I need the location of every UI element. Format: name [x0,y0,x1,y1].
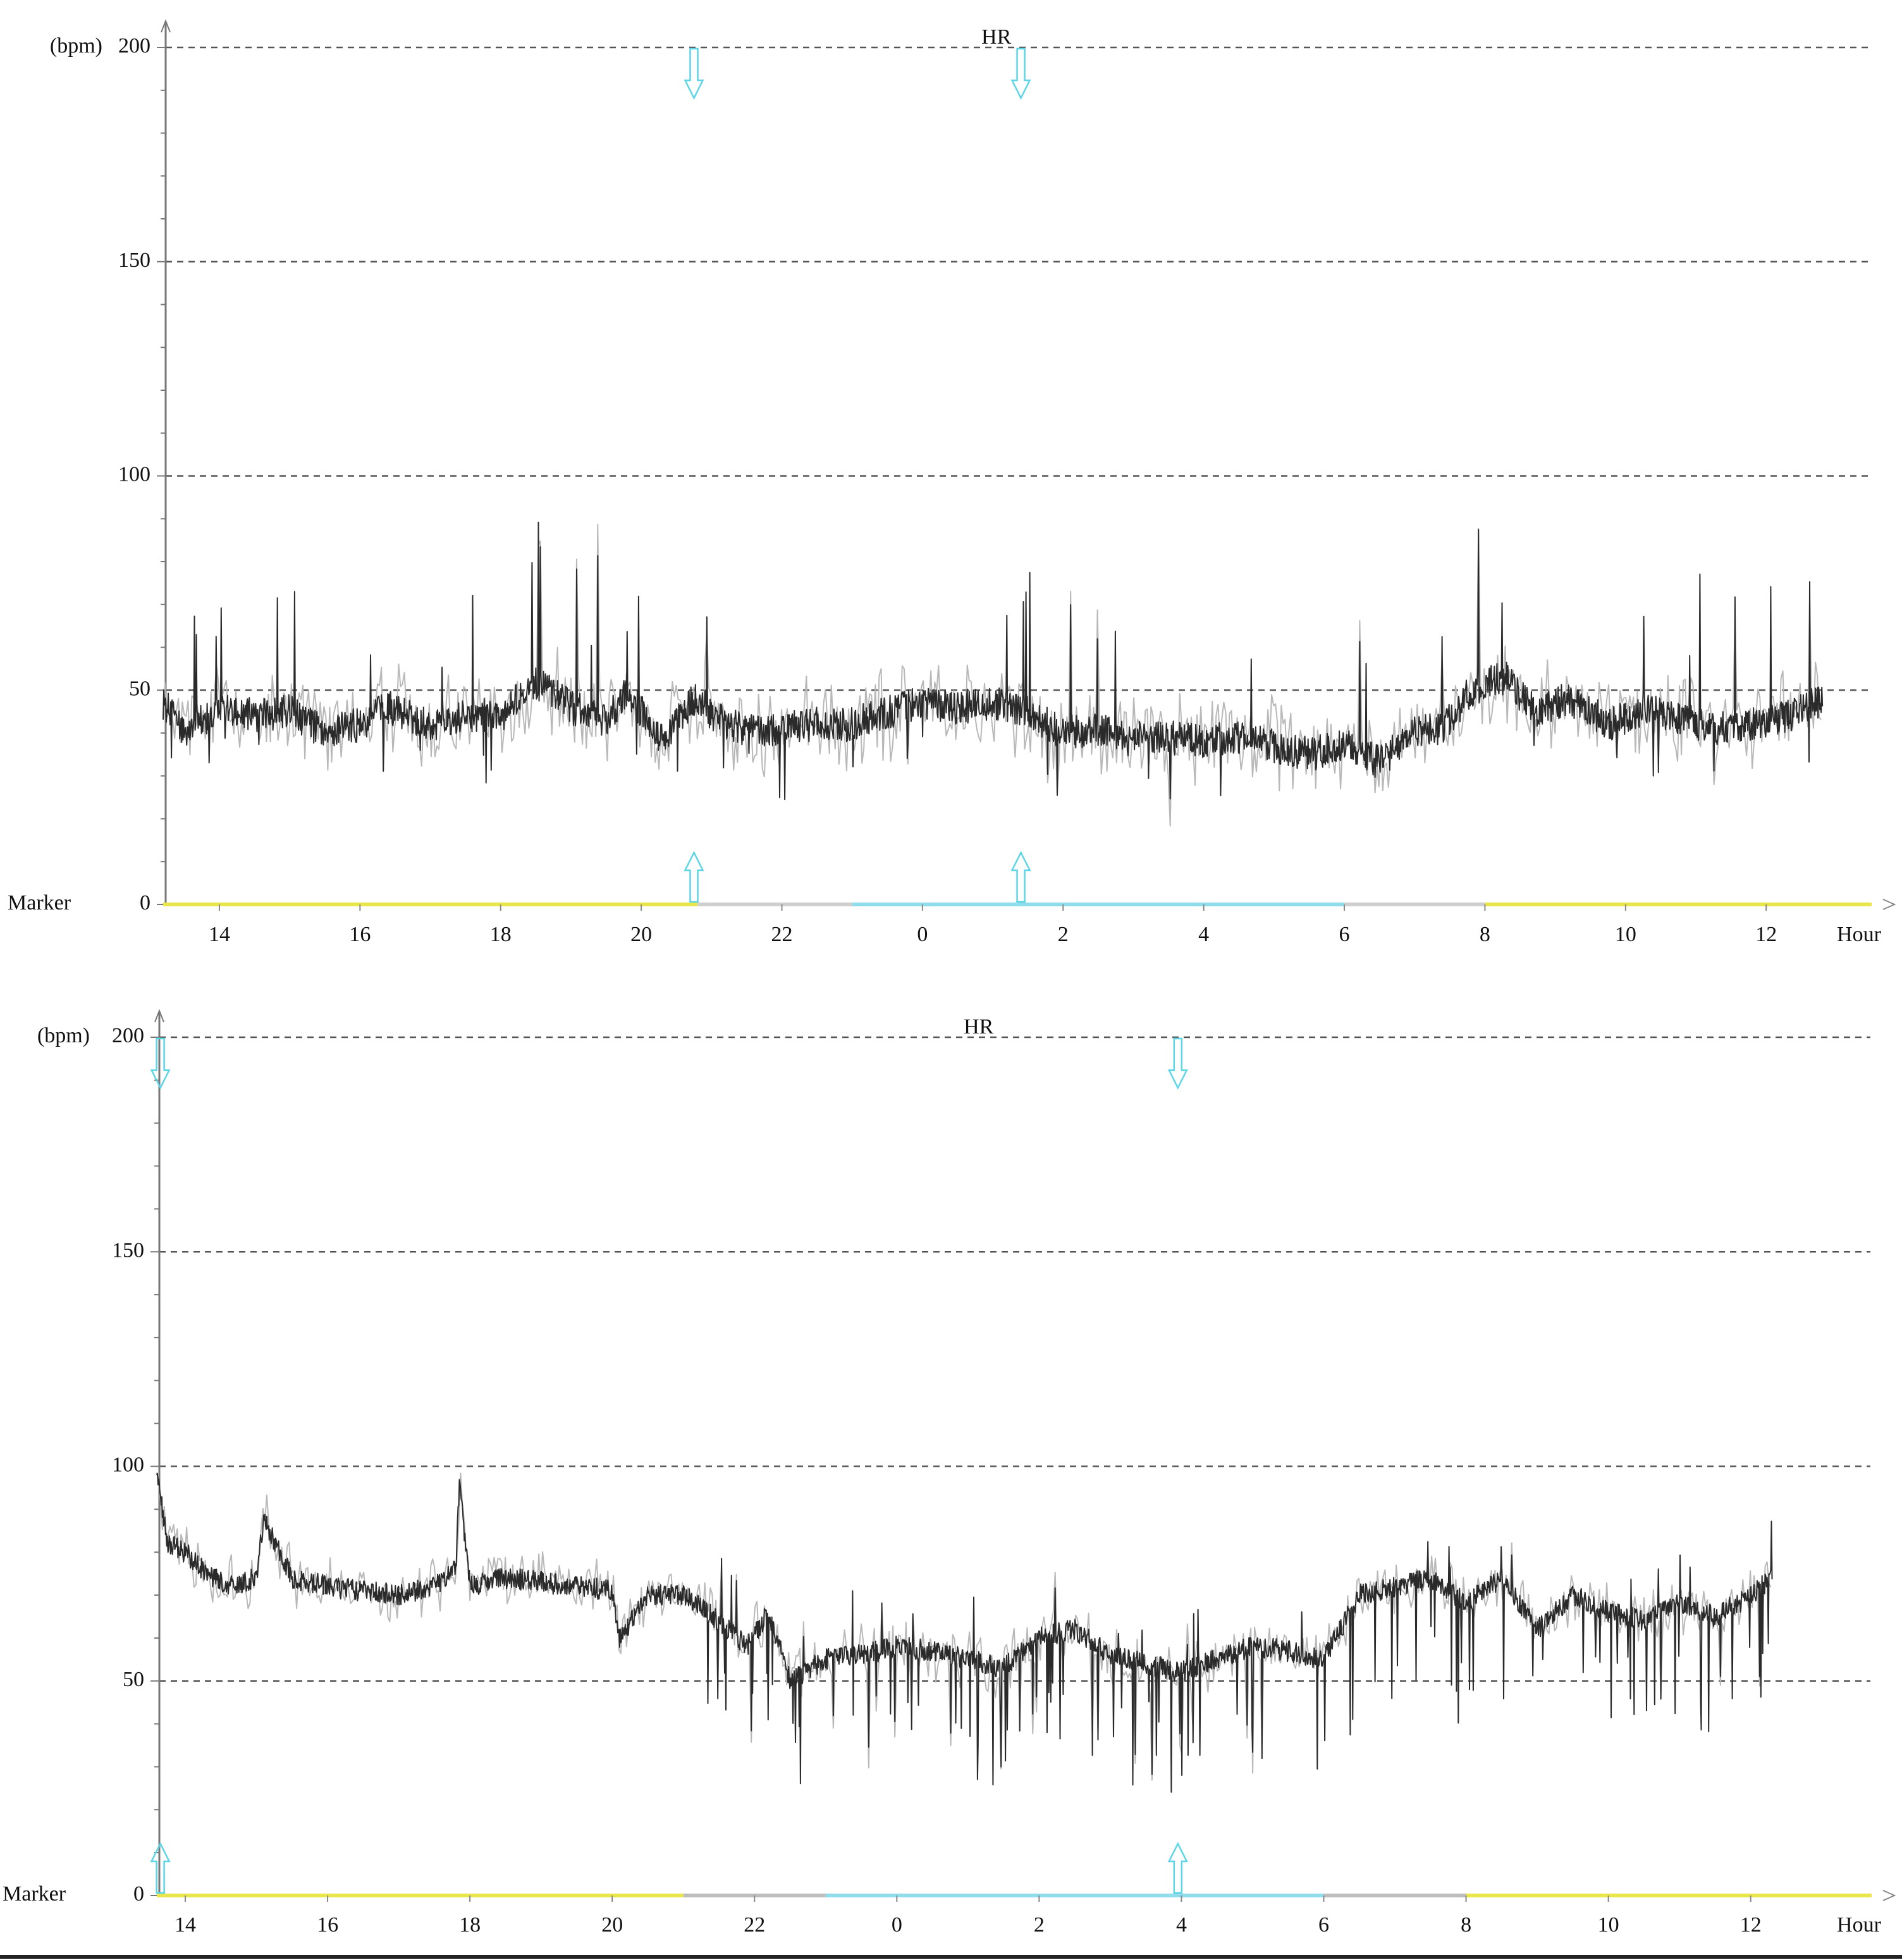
y-tick-label: 200 [112,1024,144,1047]
y-tick-label: 50 [129,677,150,700]
x-axis-unit-label: Hour [1837,923,1882,946]
x-tick-label: 8 [1480,923,1490,946]
x-tick-label: 18 [459,1913,481,1937]
x-tick-label: 18 [490,923,512,946]
chart-panel-1: 0 50 100 150 200 (bpm) HR Marker 14 16 18 20 22 0 2 4 6 8… [8,19,1896,946]
x-tick-label: 2 [1034,1913,1045,1937]
x-axis-unit-label: Hour [1837,1913,1882,1937]
x-tick-label: 6 [1318,1913,1329,1937]
event-down-arrow [684,47,704,100]
y-axis-arrow [161,19,171,33]
x-tick-label: 22 [744,1913,765,1937]
y-tick-label: 200 [118,34,150,58]
hr-trace-secondary [156,1472,1772,1781]
x-tick-label: 8 [1461,1913,1471,1937]
x-tick-label: 14 [209,923,230,946]
event-down-arrow [1167,1037,1188,1090]
y-tick-label: 100 [118,463,150,486]
x-tick-label: 22 [771,923,793,946]
marker-row-label: Marker [8,891,71,915]
y-tick-label: 0 [133,1882,144,1906]
x-tick-label: 12 [1740,1913,1762,1937]
y-tick-label: 50 [123,1668,144,1691]
x-tick-label: 16 [349,923,371,946]
y-axis-unit-label: (bpm) [37,1024,90,1047]
x-tick-label: 10 [1598,1913,1619,1937]
event-down-arrow [1010,47,1031,100]
chart-panel-2: 0 50 100 150 200 (bpm) HR Marker 14 16 18 20 22 0 2 4 6 8… [3,1009,1896,1937]
event-up-arrow [150,1842,171,1894]
event-up-arrow [1010,851,1031,903]
chart-title: HR [981,25,1012,49]
x-tick-label: 0 [892,1913,902,1937]
event-up-arrow [1167,1842,1188,1894]
x-tick-label: 4 [1198,923,1209,946]
x-tick-label: 4 [1176,1913,1187,1937]
x-tick-label: 14 [175,1913,196,1937]
y-axis-unit-label: (bpm) [50,34,102,58]
hr-trace-secondary [163,523,1822,827]
y-tick-label: 100 [112,1453,144,1477]
x-tick-label: 20 [630,923,652,946]
y-axis-arrow [154,1009,164,1023]
x-axis-arrow [1882,899,1896,910]
x-tick-label: 6 [1339,923,1350,946]
x-tick-label: 2 [1058,923,1069,946]
marker-row-label: Marker [3,1882,66,1906]
x-tick-label: 12 [1755,923,1777,946]
y-tick-label: 0 [140,891,150,915]
chart-title: HR [964,1015,994,1039]
x-tick-label: 10 [1615,923,1636,946]
y-tick-label: 150 [118,249,150,272]
x-tick-label: 0 [917,923,928,946]
x-tick-label: 16 [317,1913,338,1937]
hr-trace [163,521,1824,801]
event-down-arrow [150,1037,171,1090]
x-tick-label: 20 [601,1913,623,1937]
y-tick-label: 150 [112,1238,144,1262]
hr-trace [156,1472,1773,1793]
x-axis-arrow [1882,1890,1896,1901]
event-up-arrow [684,851,704,903]
